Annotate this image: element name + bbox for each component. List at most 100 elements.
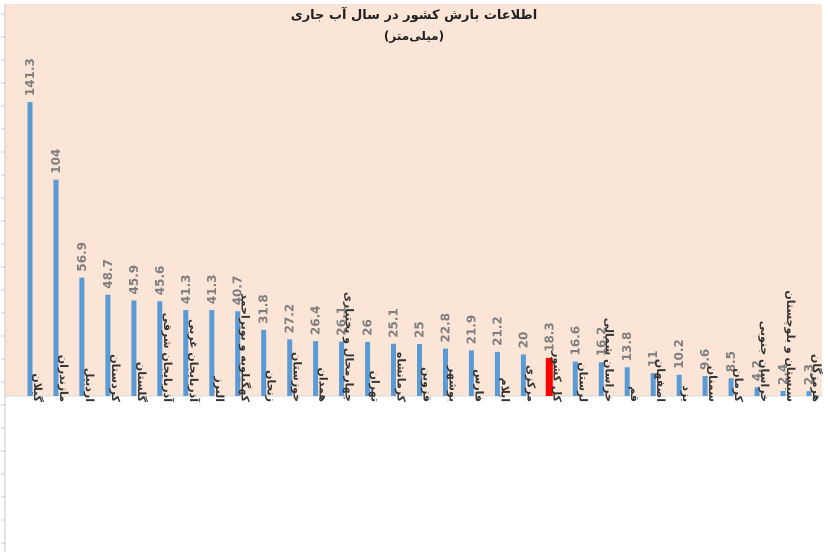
category-label: یزد bbox=[680, 385, 693, 402]
bar bbox=[313, 341, 319, 396]
bar bbox=[806, 391, 812, 396]
category-label: گلستان bbox=[135, 362, 148, 403]
bar bbox=[79, 277, 85, 396]
data-label: 16.2 bbox=[594, 327, 608, 357]
category-label: خوزستان bbox=[291, 352, 304, 402]
category-label: اردبیل bbox=[83, 368, 96, 402]
category-label: اصفهان bbox=[654, 359, 667, 402]
bar bbox=[209, 310, 215, 396]
category-label: چهارمحال و بختیاری bbox=[343, 292, 356, 402]
bar bbox=[728, 378, 734, 396]
category-label: گیلان bbox=[31, 373, 44, 402]
bar bbox=[53, 179, 59, 396]
bar bbox=[27, 102, 33, 396]
data-label: 31.8 bbox=[257, 294, 271, 324]
bar bbox=[702, 376, 708, 396]
bar bbox=[676, 374, 682, 396]
category-label: کردستان bbox=[109, 354, 122, 402]
data-label: 41.3 bbox=[179, 274, 193, 304]
category-label: فارس bbox=[472, 369, 485, 402]
data-label: 45.6 bbox=[153, 266, 167, 296]
category-label: البرز bbox=[213, 375, 226, 402]
category-label: بوشهر bbox=[447, 365, 460, 402]
bar bbox=[572, 361, 578, 396]
category-labels-group: گیلان مازندران اردبیل کردستان گلستان آذربایجا… bbox=[31, 290, 823, 402]
category-label: خراسان جنوبی bbox=[758, 321, 771, 402]
data-label: 10.2 bbox=[672, 339, 686, 369]
bar bbox=[754, 387, 760, 396]
bar bbox=[650, 373, 656, 396]
category-label: زنجان bbox=[265, 370, 278, 402]
bar bbox=[365, 341, 371, 396]
bar bbox=[131, 300, 137, 396]
category-label: مازندران bbox=[57, 355, 70, 402]
data-label: 16.6 bbox=[568, 326, 582, 356]
bar bbox=[624, 367, 630, 396]
left-axis-ticks bbox=[1, 13, 5, 544]
bar bbox=[494, 351, 500, 396]
bar bbox=[417, 344, 422, 396]
bar bbox=[780, 391, 786, 396]
bar bbox=[261, 329, 267, 396]
data-label: 27.2 bbox=[283, 304, 297, 334]
category-label: قم bbox=[628, 386, 641, 402]
category-label: کل کشور bbox=[550, 350, 563, 402]
category-label: آذربایجان شرقی bbox=[161, 313, 175, 403]
plot-area bbox=[5, 4, 822, 396]
data-label: 25 bbox=[413, 321, 427, 338]
data-label: 2.3 bbox=[802, 364, 816, 385]
data-label: 48.7 bbox=[101, 259, 115, 289]
data-label: 26 bbox=[361, 319, 375, 336]
bar bbox=[520, 354, 526, 396]
data-label: 25.1 bbox=[387, 308, 401, 338]
category-label: قزوین bbox=[421, 367, 434, 402]
data-label: 11 bbox=[646, 350, 660, 367]
data-label: 26.1 bbox=[335, 306, 349, 336]
data-label: 45.9 bbox=[127, 265, 141, 295]
data-label: 8.5 bbox=[724, 351, 738, 372]
chart-subtitle: (میلی‌متر) bbox=[383, 29, 445, 43]
category-label: هرمزگان bbox=[810, 354, 823, 402]
bar bbox=[157, 301, 163, 396]
data-label: 4.2 bbox=[750, 360, 764, 381]
data-label: 141.3 bbox=[23, 58, 37, 96]
data-label: 26.4 bbox=[309, 305, 323, 335]
category-label: کرمان bbox=[732, 368, 745, 402]
category-label: همدان bbox=[317, 367, 330, 402]
bar bbox=[339, 341, 345, 396]
data-label: 22.8 bbox=[439, 313, 453, 343]
data-label: 9.6 bbox=[698, 349, 712, 370]
data-label: 40.7 bbox=[231, 276, 245, 306]
category-label: تهران bbox=[369, 371, 382, 402]
bar bbox=[598, 362, 604, 396]
data-label: 21.9 bbox=[464, 315, 478, 345]
bar bbox=[235, 311, 241, 396]
data-label: 20 bbox=[516, 332, 530, 349]
bar bbox=[468, 350, 474, 396]
bar bbox=[287, 339, 293, 396]
bar bbox=[391, 343, 396, 396]
bar bbox=[443, 348, 448, 396]
data-label: 21.2 bbox=[490, 316, 504, 346]
bar bbox=[105, 294, 111, 396]
data-label: 2.4 bbox=[776, 364, 790, 385]
data-label: 104 bbox=[49, 149, 63, 174]
bars-group bbox=[27, 102, 812, 396]
chart-title: اطلاعات بارش کشور در سال آب جاری bbox=[290, 8, 538, 23]
data-label: 13.8 bbox=[620, 332, 634, 362]
category-label: خراسان شمالی bbox=[602, 318, 615, 402]
category-label: سیستان و بلوچستان bbox=[784, 290, 797, 402]
category-label: مرکزی bbox=[524, 365, 537, 402]
value-labels-group: 141.3 104 56.9 48.7 45.9 45.6 41.3 41.3 40.7 31.8… bbox=[23, 58, 816, 385]
bar bbox=[183, 310, 189, 396]
data-label: 18.3 bbox=[542, 322, 556, 352]
data-label: 41.3 bbox=[205, 274, 219, 304]
data-label: 56.9 bbox=[75, 242, 89, 272]
category-label: آذربایجان غربی bbox=[187, 319, 201, 402]
category-label: کهگیلویه و بویراحمد bbox=[239, 293, 252, 402]
category-label: کرمانشاه bbox=[395, 352, 408, 403]
category-label: سمنان bbox=[706, 366, 719, 402]
category-label: لرستان bbox=[576, 362, 589, 402]
